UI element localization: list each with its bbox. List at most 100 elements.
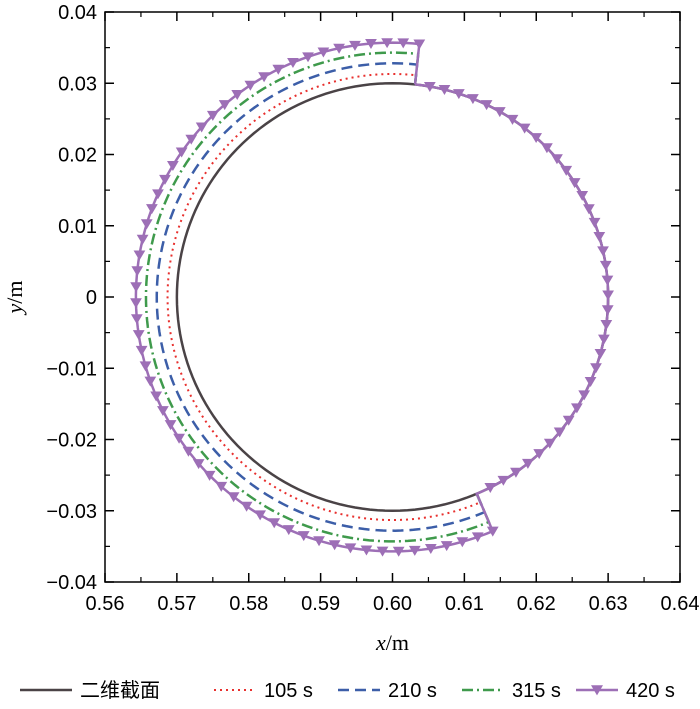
x-tick-label: 0.59	[301, 593, 340, 615]
data-point-marker	[195, 122, 208, 133]
data-point-marker	[493, 107, 506, 118]
ticks	[104, 11, 681, 583]
data-point-marker	[392, 546, 405, 557]
y-axis-title: y/m	[2, 281, 27, 316]
data-point-marker	[130, 298, 142, 309]
data-point-marker	[593, 231, 606, 242]
data-point-marker	[588, 217, 601, 228]
data-point-marker	[423, 81, 436, 92]
data-point-marker	[135, 345, 148, 356]
x-tick-label: 0.57	[157, 593, 196, 615]
legend-label-2: 105 s	[264, 680, 313, 702]
data-point-marker	[381, 38, 393, 49]
data-point-marker	[467, 94, 479, 105]
x-tick-label: 0.60	[373, 593, 412, 615]
series-line-1	[175, 81, 610, 513]
data-point-marker	[132, 330, 145, 341]
y-tick-label: −0.02	[46, 430, 97, 452]
y-tick-label: 0	[86, 287, 97, 309]
series-line-3	[155, 62, 487, 532]
data-point-marker	[376, 546, 389, 557]
data-point-marker	[185, 134, 198, 145]
data-point-marker	[471, 532, 484, 543]
legend-label-1: 二维截面	[80, 679, 160, 702]
data-point-marker	[360, 545, 373, 556]
x-tick-label: 0.64	[661, 593, 700, 615]
y-tick-label: 0.03	[58, 73, 97, 95]
data-point-marker	[583, 204, 595, 215]
data-point-marker	[302, 52, 314, 63]
data-point-marker	[282, 525, 295, 536]
data-point-marker	[133, 250, 146, 261]
x-tick-label: 0.58	[229, 593, 268, 615]
data-point-marker	[506, 114, 519, 125]
data-point-marker	[144, 376, 157, 387]
y-tick-label: −0.03	[46, 501, 97, 523]
data-point-marker	[136, 234, 149, 245]
data-point-marker	[333, 43, 345, 54]
data-point-marker	[570, 403, 583, 414]
x-axis-title: x/m	[375, 630, 409, 655]
data-point-marker	[413, 39, 426, 50]
data-point-marker	[258, 72, 270, 83]
data-point-marker	[152, 189, 164, 200]
data-point-marker	[349, 40, 361, 51]
y-tick-label: 0.01	[58, 216, 97, 238]
data-point-marker	[231, 90, 244, 100]
data-point-marker	[562, 415, 575, 426]
data-point-marker	[484, 482, 497, 493]
tick-labels: 0.56 0.57 0.58 0.59 0.60 0.61 0.62 0.63 0.64 0.04…	[46, 2, 699, 615]
x-tick-label: 0.63	[589, 593, 628, 615]
data-point-marker	[424, 544, 437, 554]
data-point-marker	[182, 446, 195, 457]
data-point-marker	[551, 154, 563, 165]
data-point-marker	[518, 123, 531, 134]
data-point-marker	[560, 165, 573, 176]
data-point-marker	[397, 38, 410, 49]
y-tick-label: 0.02	[58, 145, 97, 167]
data-point-marker	[533, 449, 546, 460]
data-point-marker	[173, 433, 185, 444]
data-point-marker	[590, 363, 602, 374]
x-tick-label: 0.61	[445, 593, 484, 615]
legend-label-4: 315 s	[512, 680, 561, 702]
data-point-marker	[244, 80, 257, 91]
data-point-marker	[408, 545, 421, 556]
data-point-marker	[530, 133, 542, 144]
data-point-marker	[203, 470, 216, 481]
data-point-marker	[317, 47, 330, 58]
data-point-marker	[227, 492, 240, 503]
x-tick-label: 0.62	[517, 593, 556, 615]
data-point-marker	[584, 377, 597, 387]
data-point-marker	[131, 266, 144, 277]
series-line-5	[134, 41, 610, 553]
data-point-marker	[497, 475, 510, 486]
data-point-marker	[150, 391, 163, 402]
data-point-marker	[130, 314, 143, 325]
legend-label-3: 210 s	[388, 680, 437, 702]
series-line-2	[166, 72, 482, 522]
data-point-marker	[602, 290, 614, 301]
data-point-marker	[553, 427, 566, 438]
data-point-marker	[139, 361, 152, 372]
data-point-marker	[140, 219, 153, 230]
data-point-marker	[594, 349, 607, 360]
data-point-marker	[175, 147, 188, 158]
data-point-marker	[598, 334, 610, 345]
data-point-marker	[541, 143, 553, 154]
data-point-marker	[452, 89, 465, 100]
data-point-marker	[438, 85, 451, 96]
data-point-marker	[440, 541, 453, 552]
data-point-marker	[272, 64, 285, 75]
data-point-marker	[167, 160, 179, 171]
legend-marker-5	[591, 685, 603, 696]
data-point-marker	[287, 58, 299, 69]
data-point-marker	[599, 260, 612, 271]
data-point-marker	[510, 467, 522, 478]
data-point-marker	[600, 320, 613, 330]
plot-series	[130, 38, 614, 557]
x-axis-var: x	[375, 630, 386, 655]
data-point-marker	[159, 174, 171, 185]
data-point-marker	[568, 178, 581, 189]
